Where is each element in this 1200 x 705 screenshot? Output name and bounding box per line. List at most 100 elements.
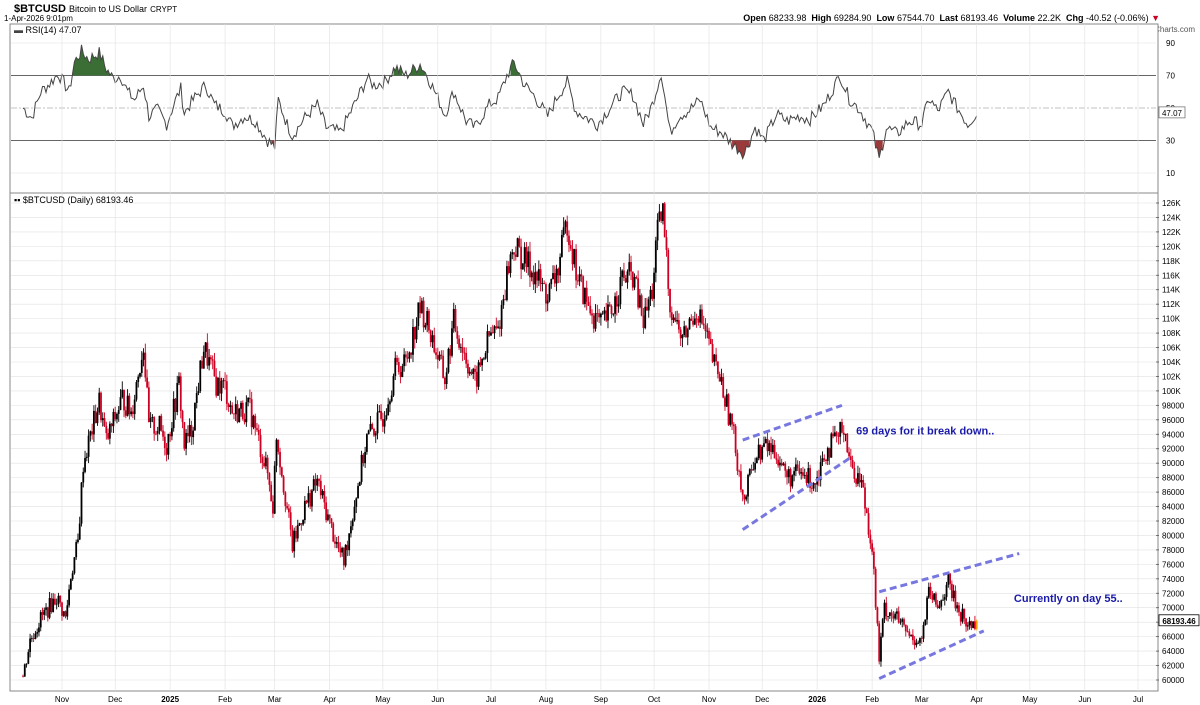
candle [624, 274, 627, 284]
candle-body [204, 342, 207, 352]
candle [482, 357, 485, 361]
candle [607, 295, 609, 329]
candle [699, 304, 702, 328]
candle-body [404, 354, 407, 358]
candle-body [178, 376, 180, 384]
candle-body [656, 219, 659, 241]
candle-body [169, 433, 172, 437]
candle [653, 267, 655, 308]
candle-body [208, 357, 211, 366]
rsi-tick-label: 10 [1166, 169, 1175, 178]
price-tick-label: 62000 [1162, 662, 1185, 671]
candle-body [901, 619, 904, 622]
candle [708, 327, 710, 346]
candle [860, 473, 863, 488]
candle-body [608, 304, 611, 307]
candle-body [39, 612, 42, 628]
candle-body [759, 444, 762, 460]
price-tick-label: 126K [1162, 199, 1181, 208]
candle-body [864, 487, 866, 509]
candle-body [403, 354, 406, 367]
candle-body [880, 636, 882, 662]
candle-body [358, 481, 361, 486]
candle-body [741, 489, 744, 495]
candle [775, 452, 778, 464]
candle-body [412, 327, 414, 355]
candle-body [249, 397, 251, 400]
candle [342, 547, 345, 571]
candle [663, 202, 666, 238]
candle [484, 350, 487, 360]
candle [832, 425, 835, 439]
candle-body [516, 238, 519, 257]
candle-body [194, 402, 196, 431]
candle-body [326, 514, 329, 521]
candle [956, 602, 959, 613]
candle [428, 308, 430, 334]
candle [915, 638, 918, 648]
candle [307, 486, 310, 508]
candle [419, 296, 421, 319]
candle [704, 318, 707, 339]
candle [433, 327, 436, 354]
candle [309, 489, 312, 510]
candle [249, 389, 251, 404]
candle-body [557, 268, 560, 276]
candle-body [266, 457, 269, 474]
candle-body [942, 599, 944, 601]
candle [534, 263, 537, 294]
candle-body [601, 313, 604, 315]
x-tick-label: Mar [268, 695, 282, 704]
candle [261, 454, 264, 470]
candle-body [171, 428, 173, 437]
candle-body [963, 608, 966, 619]
candle-body [642, 315, 645, 328]
candle-body [374, 433, 377, 436]
candle-body [725, 394, 728, 407]
candle-body [805, 474, 808, 483]
candle-body [309, 493, 312, 507]
candle [841, 418, 843, 434]
candle-body [506, 266, 508, 301]
candle-body [463, 352, 466, 354]
candle-body [449, 348, 452, 356]
candle [858, 467, 861, 488]
price-tick-label: 104K [1162, 358, 1181, 367]
candle-body [968, 621, 971, 626]
candle [755, 456, 758, 464]
candle [201, 356, 203, 369]
rsi-current-tag: 47.07 [1158, 106, 1186, 119]
candle [452, 302, 455, 333]
candle [440, 350, 443, 360]
candle [527, 246, 530, 276]
candle [96, 407, 99, 426]
candle-body [151, 417, 154, 418]
candle [857, 465, 859, 487]
candle-body [307, 493, 310, 503]
candle [332, 521, 335, 543]
candle [454, 304, 457, 333]
candle [236, 400, 239, 424]
candle-body [259, 435, 262, 458]
candle-body [279, 451, 281, 468]
candle-body [711, 344, 714, 362]
candle-body [135, 382, 138, 400]
candle-body [768, 443, 771, 452]
candle [268, 472, 271, 492]
candle [835, 431, 838, 443]
x-tick-label: Apr [970, 695, 983, 704]
candle-body [311, 490, 313, 507]
candle-body [172, 398, 175, 429]
candle [966, 622, 969, 631]
candle [545, 282, 547, 312]
candle [392, 373, 395, 398]
candle [968, 616, 971, 630]
candle-body [96, 412, 99, 424]
candle [802, 466, 804, 479]
candle-body [443, 377, 446, 385]
candle [521, 263, 524, 270]
candle-body [800, 472, 803, 474]
x-tick-label: 2026 [808, 695, 826, 704]
candle [924, 619, 927, 626]
candle [633, 273, 636, 291]
